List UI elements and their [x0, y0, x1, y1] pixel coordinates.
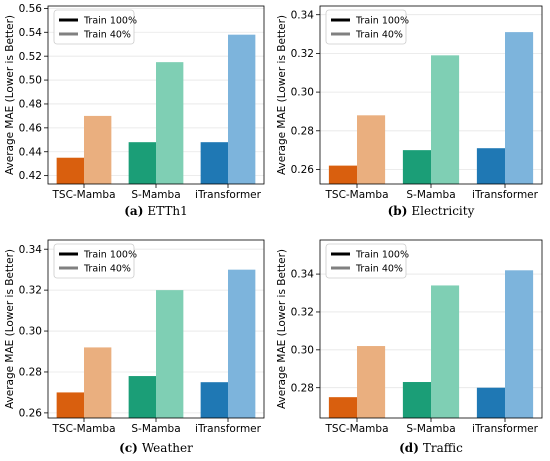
y-tick-label: 0.28: [19, 367, 42, 379]
y-tick-label: 0.26: [291, 164, 315, 176]
y-tick-label: 0.46: [19, 122, 43, 134]
bar: [505, 270, 534, 418]
panel-caption: (c) Weather: [119, 441, 193, 455]
bar: [156, 290, 184, 418]
caption-text: Weather: [142, 441, 193, 455]
legend-label: Train 100%: [355, 250, 409, 261]
x-tick-label: S-Mamba: [406, 189, 455, 201]
y-tick-label: 0.54: [19, 27, 43, 39]
bar: [156, 62, 184, 184]
legend: Train 100% Train 40%: [325, 9, 409, 45]
bar: [357, 115, 386, 184]
y-tick-label: 0.30: [19, 326, 42, 338]
legend: Train 100% Train 40%: [53, 243, 137, 279]
caption-label: (b): [388, 204, 408, 218]
bar: [228, 34, 256, 184]
panel-caption: (a) ETTh1: [124, 204, 188, 218]
y-tick-label: 0.32: [19, 285, 42, 297]
panel-caption: (d) Traffic: [399, 441, 463, 455]
bar: [328, 397, 357, 418]
legend: Train 100% Train 40%: [53, 9, 137, 45]
caption-text: Electricity: [411, 204, 474, 218]
legend-label: Train 100%: [83, 16, 137, 27]
plot-frame: [319, 239, 543, 419]
bar: [402, 150, 431, 184]
legend-label: Train 40%: [355, 30, 403, 41]
y-axis-label: Average MAE (Lower is Better): [276, 15, 288, 175]
caption-label: (c): [119, 441, 138, 455]
bar: [200, 382, 228, 418]
y-tick-label: 0.30: [291, 87, 314, 99]
bar: [228, 269, 256, 418]
x-tick-label: iTransformer: [195, 423, 262, 435]
chart-panel-2: TSC-Mamba S-Mamba iTransformer 0.26 0.28 0.30…: [276, 5, 543, 218]
y-tick-label: 0.42: [19, 170, 42, 182]
y-tick-label: 0.48: [19, 99, 42, 111]
y-axis-label: Average MAE (Lower is Better): [4, 249, 16, 409]
plot-frame: [47, 5, 265, 185]
panel-caption: (b) Electricity: [388, 204, 475, 218]
caption-label: (d): [399, 441, 419, 455]
legend-label: Train 40%: [83, 264, 131, 275]
legend-label: Train 40%: [83, 30, 131, 41]
x-tick-label: iTransformer: [195, 189, 262, 201]
plot-frame: [319, 5, 543, 185]
caption-text: Traffic: [423, 441, 463, 455]
legend-label: Train 100%: [83, 250, 137, 261]
legend-label: Train 100%: [355, 16, 409, 27]
bar: [200, 142, 228, 184]
y-tick-label: 0.28: [291, 382, 314, 394]
y-tick-label: 0.34: [291, 269, 315, 281]
bar: [84, 115, 112, 184]
y-tick-label: 0.52: [19, 51, 42, 63]
bar: [84, 347, 112, 418]
bar: [328, 165, 357, 184]
chart-panel-3: TSC-Mamba S-Mamba iTransformer 0.26 0.28 0.30…: [4, 239, 265, 455]
y-axis-label: Average MAE (Lower is Better): [4, 15, 16, 175]
y-tick-label: 0.34: [19, 244, 43, 256]
bar: [431, 285, 460, 418]
caption-text: ETTh1: [147, 204, 187, 218]
legend: Train 100% Train 40%: [325, 243, 409, 279]
caption-label: (a): [124, 204, 143, 218]
y-tick-label: 0.34: [291, 9, 315, 21]
x-tick-label: TSC-Mamba: [324, 423, 388, 435]
chart-panel-4: TSC-Mamba S-Mamba iTransformer 0.28 0.30 0.32…: [276, 239, 543, 455]
x-tick-label: TSC-Mamba: [51, 189, 115, 201]
y-tick-label: 0.26: [19, 407, 43, 419]
x-tick-label: iTransformer: [472, 423, 539, 435]
y-tick-label: 0.28: [291, 125, 314, 137]
bar: [505, 32, 534, 184]
y-tick-label: 0.50: [19, 75, 42, 87]
x-tick-label: TSC-Mamba: [51, 423, 115, 435]
bar: [476, 387, 505, 418]
legend-label: Train 40%: [355, 264, 403, 275]
plot-frame: [47, 239, 265, 419]
bar: [357, 346, 386, 418]
chart-panel-1: TSC-Mamba S-Mamba iTransformer 0.42 0.44 0.46…: [4, 3, 265, 218]
bar: [128, 376, 156, 418]
x-tick-label: S-Mamba: [131, 189, 180, 201]
x-tick-label: iTransformer: [472, 189, 539, 201]
y-tick-label: 0.32: [291, 307, 314, 319]
x-tick-label: S-Mamba: [131, 423, 180, 435]
y-tick-label: 0.30: [291, 344, 314, 356]
bar: [56, 392, 84, 418]
bar: [431, 55, 460, 184]
bar: [476, 148, 505, 184]
y-tick-label: 0.56: [19, 3, 43, 15]
y-tick-label: 0.32: [291, 48, 314, 60]
x-tick-label: S-Mamba: [406, 423, 455, 435]
bar: [402, 382, 431, 418]
bar: [128, 142, 156, 184]
y-axis-label: Average MAE (Lower is Better): [276, 249, 288, 409]
bar: [56, 157, 84, 184]
x-tick-label: TSC-Mamba: [324, 189, 388, 201]
y-tick-label: 0.44: [19, 146, 43, 158]
